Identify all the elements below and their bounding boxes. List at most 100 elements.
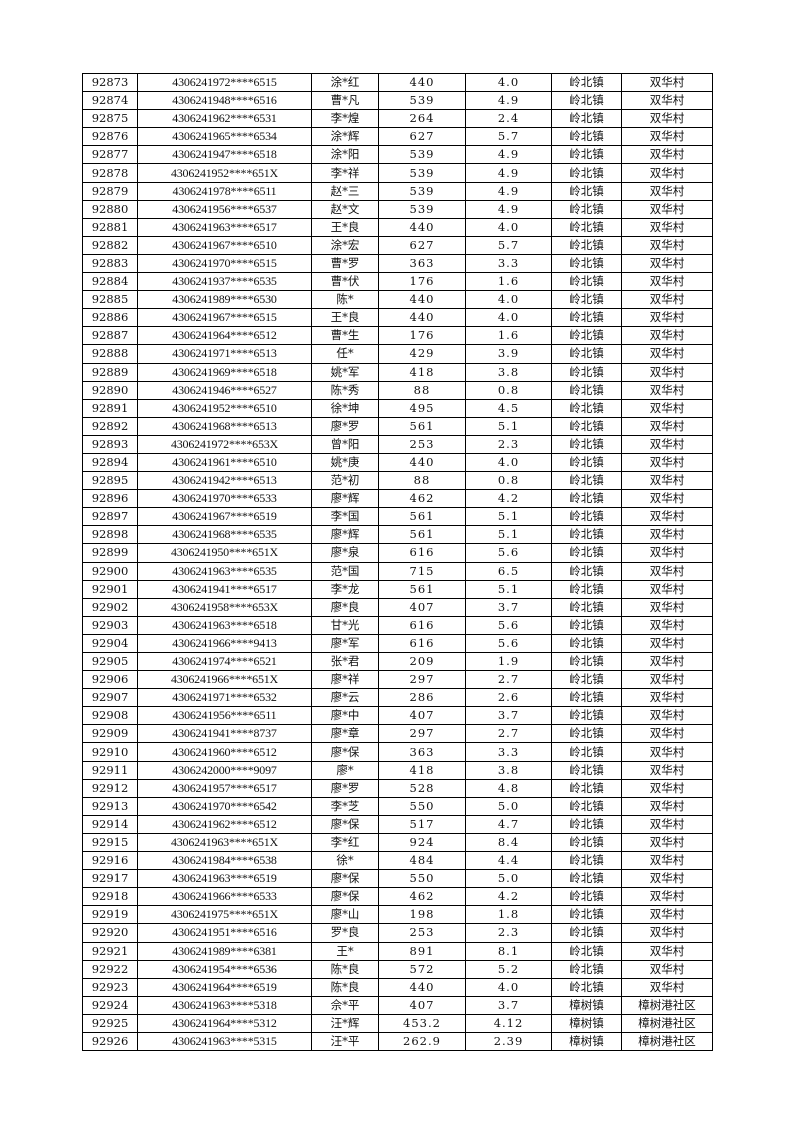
table-row: 92901 4306241941****6517 李*龙 561 5.1 岭北镇 双华村 [82,579,713,599]
amount-cell: 440 [378,290,466,310]
name-cell: 涂*阳 [311,145,379,165]
table-row: 92918 4306241966****6533 廖*保 462 4.2 岭北镇 双华村 [82,887,713,907]
area-cell: 5.6 [465,543,552,563]
name-cell: 廖*泉 [311,543,379,563]
village-cell: 双华村 [621,452,713,473]
village-cell: 双华村 [621,670,713,690]
name-cell: 王*良 [311,308,379,328]
village-cell: 双华村 [621,272,713,292]
amount-cell: 539 [378,199,466,219]
area-cell: 4.0 [465,217,552,237]
town-cell: 岭北镇 [551,217,622,237]
town-cell: 岭北镇 [551,72,622,93]
name-cell: 任* [311,344,379,364]
village-cell: 双华村 [621,253,713,274]
serial-number-cell: 92888 [82,344,138,364]
town-cell: 岭北镇 [551,869,622,889]
name-cell: 廖*中 [311,706,379,726]
name-cell: 赵*三 [311,181,379,201]
serial-number-cell: 92879 [82,181,138,201]
amount-cell: 440 [378,72,466,93]
table-row: 92897 4306241967****6519 李*国 561 5.1 岭北镇 双华村 [82,507,713,527]
serial-number-cell: 92875 [82,109,138,129]
id-number-cell: 4306241975****651X [137,905,312,925]
area-cell: 2.6 [465,688,552,708]
village-cell: 双华村 [621,434,713,454]
serial-number-cell: 92913 [82,796,138,816]
name-cell: 廖*罗 [311,778,379,798]
amount-cell: 453.2 [378,1013,466,1033]
id-number-cell: 4306241942****6513 [137,471,312,491]
village-cell: 双华村 [621,344,713,364]
amount-cell: 616 [378,633,466,654]
table-row: 92880 4306241956****6537 赵*文 539 4.9 岭北镇 双华村 [82,199,713,219]
area-cell: 4.2 [465,489,552,509]
table-row: 92916 4306241984****6538 徐* 484 4.4 岭北镇 双华村 [82,851,713,871]
area-cell: 2.7 [465,724,552,744]
serial-number-cell: 92892 [82,416,138,436]
id-number-cell: 4306241941****6517 [137,579,312,599]
area-cell: 4.7 [465,814,552,834]
area-cell: 3.7 [465,706,552,726]
village-cell: 双华村 [621,471,713,491]
amount-cell: 572 [378,959,466,979]
amount-cell: 286 [378,688,466,708]
id-number-cell: 4306241941****8737 [137,724,312,744]
serial-number-cell: 92883 [82,253,138,274]
amount-cell: 429 [378,344,466,364]
area-cell: 2.3 [465,434,552,454]
name-cell: 佘*平 [311,995,379,1015]
area-cell: 4.9 [465,91,552,111]
area-cell: 4.9 [465,181,552,201]
serial-number-cell: 92920 [82,923,138,943]
table-row: 92879 4306241978****6511 赵*三 539 4.9 岭北镇 双华村 [82,181,713,201]
serial-number-cell: 92914 [82,814,138,834]
town-cell: 岭北镇 [551,326,622,346]
area-cell: 5.1 [465,507,552,527]
table-row: 92894 4306241961****6510 姚*庚 440 4.0 岭北镇 双华村 [82,452,713,473]
area-cell: 4.9 [465,145,552,165]
serial-number-cell: 92893 [82,434,138,454]
table-row: 92883 4306241970****6515 曹*罗 363 3.3 岭北镇 双华村 [82,253,713,274]
records-table: 92873 4306241972****6515 涂*红 440 4.0 岭北镇 双华村 92… [82,72,713,1052]
table-row: 92906 4306241966****651X 廖*祥 297 2.7 岭北镇 双华村 [82,670,713,690]
amount-cell: 176 [378,272,466,292]
serial-number-cell: 92878 [82,163,138,183]
table-row: 92895 4306241942****6513 范*初 88 0.8 岭北镇 双华村 [82,471,713,491]
village-cell: 双华村 [621,217,713,237]
id-number-cell: 4306241963****5318 [137,995,312,1015]
table-row: 92899 4306241950****651X 廖*泉 616 5.6 岭北镇 双华村 [82,543,713,563]
name-cell: 李*煌 [311,109,379,129]
town-cell: 岭北镇 [551,887,622,907]
town-cell: 岭北镇 [551,706,622,726]
id-number-cell: 4306241962****6512 [137,814,312,834]
amount-cell: 627 [378,127,466,147]
name-cell: 廖*军 [311,633,379,654]
village-cell: 双华村 [621,977,713,997]
area-cell: 2.4 [465,109,552,129]
name-cell: 曹*罗 [311,253,379,274]
town-cell: 岭北镇 [551,290,622,310]
village-cell: 双华村 [621,706,713,726]
amount-cell: 264 [378,109,466,129]
name-cell: 陈*良 [311,977,379,997]
serial-number-cell: 92897 [82,507,138,527]
name-cell: 曹*生 [311,326,379,346]
table-row: 92881 4306241963****6517 王*良 440 4.0 岭北镇 双华村 [82,217,713,237]
amount-cell: 363 [378,742,466,762]
area-cell: 4.5 [465,398,552,418]
amount-cell: 253 [378,923,466,943]
serial-number-cell: 92899 [82,543,138,563]
table-row: 92904 4306241966****9413 廖*军 616 5.6 岭北镇 双华村 [82,633,713,654]
village-cell: 双华村 [621,760,713,780]
amount-cell: 561 [378,579,466,599]
area-cell: 1.6 [465,326,552,346]
village-cell: 双华村 [621,145,713,165]
town-cell: 岭北镇 [551,905,622,925]
name-cell: 张*君 [311,651,379,672]
amount-cell: 462 [378,489,466,509]
village-cell: 双华村 [621,91,713,111]
town-cell: 岭北镇 [551,941,622,961]
serial-number-cell: 92923 [82,977,138,997]
amount-cell: 440 [378,217,466,237]
